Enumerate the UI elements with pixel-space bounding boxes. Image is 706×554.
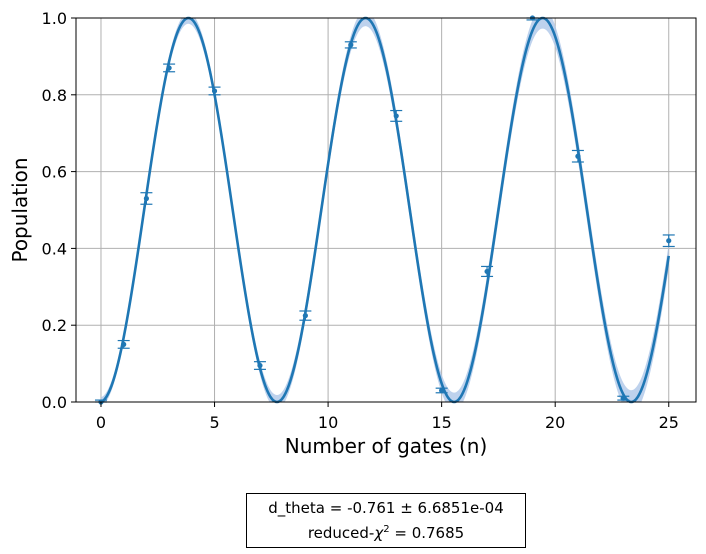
chi-exponent: 2: [383, 523, 390, 535]
fit-results-box: d_theta = -0.761 ± 6.6851e-04 reduced-χ2…: [246, 493, 526, 548]
data-point: [481, 265, 494, 278]
reduced-chi2-text: reduced-χ2 = 0.7685: [308, 519, 464, 544]
grid-lines: [76, 17, 696, 403]
point-marker: [484, 268, 490, 275]
y-tick-label: 0.2: [42, 316, 67, 335]
fit-curve: [100, 16, 671, 404]
data-point: [571, 149, 584, 163]
y-tick-label: 0.8: [42, 86, 67, 105]
x-tick-label: 10: [318, 413, 338, 432]
y-tick-label: 0.4: [42, 239, 67, 258]
plot-frame: [75, 17, 697, 403]
data-points: [94, 15, 675, 405]
y-axis-label: Population: [8, 157, 32, 262]
x-tick-label: 15: [431, 413, 451, 432]
data-point: [253, 361, 266, 370]
point-marker: [257, 362, 263, 369]
y-tick-label: 0.6: [42, 163, 67, 182]
point-marker: [211, 88, 218, 94]
chi-symbol: χ: [374, 523, 384, 542]
data-point: [390, 109, 403, 122]
x-axis-ticks: 0 5 10 15 20 25: [96, 402, 679, 432]
y-axis-ticks: 0.0 0.2 0.4 0.6 0.8 1.0: [42, 9, 76, 412]
x-tick-label: 0: [96, 413, 106, 432]
d-theta-text: d_theta = -0.761 ± 6.6851e-04: [268, 498, 504, 517]
x-tick-label: 5: [209, 413, 219, 432]
data-point: [117, 339, 130, 349]
fit-confidence-band: [100, 18, 669, 402]
point-marker: [348, 42, 354, 48]
x-tick-label: 20: [545, 413, 565, 432]
point-marker: [439, 387, 445, 394]
point-marker: [302, 313, 308, 319]
data-point: [163, 63, 176, 73]
data-point: [617, 395, 630, 401]
fit-line: [100, 16, 671, 404]
data-point: [299, 310, 312, 321]
x-tick-label: 25: [659, 413, 679, 432]
data-point: [344, 41, 357, 49]
data-point: [662, 234, 675, 248]
point-marker: [620, 395, 626, 401]
point-marker: [166, 65, 172, 71]
point-marker: [666, 238, 672, 244]
point-marker: [393, 113, 399, 119]
data-point: [435, 387, 448, 394]
point-marker: [121, 341, 127, 347]
y-tick-label: 0.0: [42, 393, 67, 412]
confidence-band: [100, 18, 669, 402]
point-marker: [575, 153, 581, 159]
x-axis-label: Number of gates (n): [285, 434, 488, 458]
data-point: [140, 192, 153, 205]
point-marker: [143, 195, 150, 202]
reduced-prefix: reduced-: [307, 523, 375, 542]
data-point: [208, 86, 221, 96]
y-tick-label: 1.0: [42, 9, 67, 28]
chi2-value: = 0.7685: [389, 523, 465, 542]
